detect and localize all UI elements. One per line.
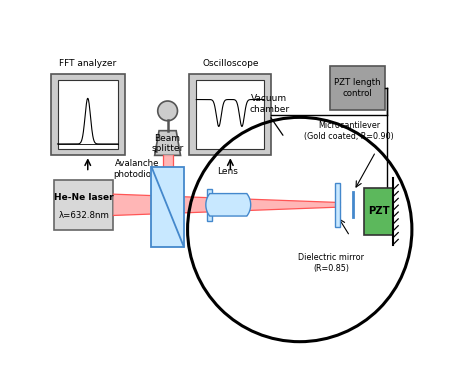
Bar	[365, 188, 393, 235]
Text: Vacuum
chamber: Vacuum chamber	[249, 94, 290, 113]
Bar	[207, 189, 212, 221]
Polygon shape	[163, 155, 173, 213]
Bar	[335, 183, 340, 227]
Polygon shape	[113, 194, 340, 216]
Text: He-Ne laser: He-Ne laser	[54, 193, 114, 202]
Text: λ=632.8nm: λ=632.8nm	[58, 211, 109, 220]
Text: PZT: PZT	[368, 206, 390, 216]
Text: Lens: Lens	[218, 167, 238, 176]
Text: Microcantilever
(Gold coated, R=0.90): Microcantilever (Gold coated, R=0.90)	[304, 121, 394, 141]
Bar	[196, 80, 264, 149]
Bar	[55, 180, 113, 229]
Circle shape	[158, 101, 177, 121]
Text: Beam
splitter: Beam splitter	[152, 134, 184, 154]
Polygon shape	[155, 131, 181, 155]
Text: Oscilloscope: Oscilloscope	[202, 59, 259, 68]
Text: Dielectric mirror
(R=0.85): Dielectric mirror (R=0.85)	[298, 253, 364, 273]
Text: Avalanche
photodiode: Avalanche photodiode	[113, 159, 162, 178]
Bar	[57, 80, 118, 149]
Text: FFT analyzer: FFT analyzer	[59, 59, 117, 68]
Bar	[330, 66, 385, 110]
Text: PZT length
control: PZT length control	[335, 78, 381, 98]
Polygon shape	[206, 193, 251, 216]
Bar	[190, 74, 271, 155]
Bar	[51, 74, 125, 155]
Bar	[152, 167, 184, 247]
